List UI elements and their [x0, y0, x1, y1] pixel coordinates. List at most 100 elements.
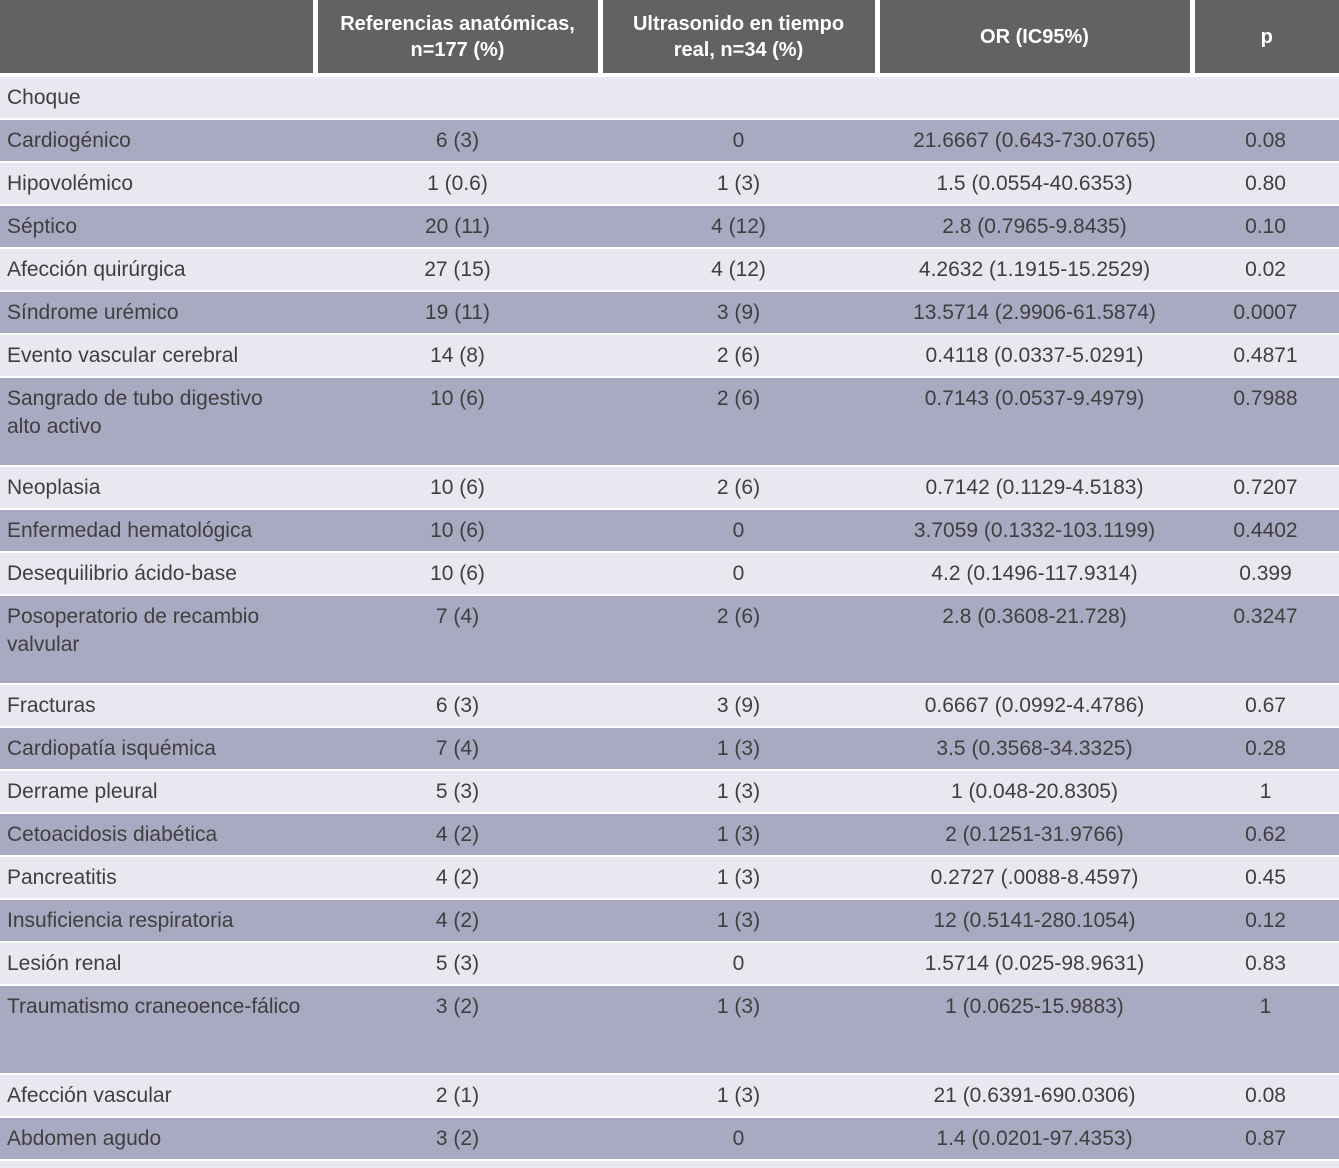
or-ic95-value: 1 (0.0625-15.9883)	[877, 985, 1192, 1075]
row-label: Posoperatorio de recambio valvular	[0, 595, 315, 685]
referencias-value: 3 (2)	[315, 1117, 600, 1161]
or-ic95-value: 2.8 (0.3608-21.728)	[877, 595, 1192, 685]
table-row: Neoplasia 10 (6) 2 (6) 0.7142 (0.1129-4.518…	[0, 466, 1339, 510]
or-ic95-value: 1.4 (0.0201-97.4353)	[877, 1117, 1192, 1161]
or-ic95-value: 2.8 (0.7965-9.8435)	[877, 205, 1192, 249]
p-value: 0.02	[1192, 248, 1339, 292]
p-value: 0.7207	[1192, 466, 1339, 510]
row-label: Desequilibrio ácido-base	[0, 552, 315, 596]
table-row: Lesión renal 5 (3) 0 1.5714 (0.025-98.9631)…	[0, 942, 1339, 986]
ultrasonido-value: 2 (6)	[600, 334, 877, 378]
referencias-value: 19 (11)	[315, 291, 600, 335]
table-row: Afección vascular 2 (1) 1 (3) 21 (0.6391-69…	[0, 1074, 1339, 1118]
or-ic95-value: 1.5 (0.0554-40.6353)	[877, 162, 1192, 206]
or-ic95-value: 1.5714 (0.025-98.9631)	[877, 942, 1192, 986]
table-row: Cetoacidosis diabética 4 (2) 1 (3) 2 (0.125…	[0, 813, 1339, 857]
table-row: Cardiogénico 6 (3) 0 21.6667 (0.643-730.076…	[0, 119, 1339, 163]
table-row: Cardiopatía isquémica 7 (4) 1 (3) 3.5 (0.35…	[0, 727, 1339, 771]
table-body: Choque Cardiogénico 6 (3) 0 21.6667 (0.643-7…	[0, 75, 1339, 1168]
p-value: 0.83	[1192, 942, 1339, 986]
header-empty-cell	[0, 0, 315, 77]
table-row: Afección quirúrgica 27 (15) 4 (12) 4.2632 (…	[0, 248, 1339, 292]
ultrasonido-value: 4 (12)	[600, 205, 877, 249]
referencias-value: 4 (2)	[315, 856, 600, 900]
p-value: 0.0007	[1192, 291, 1339, 335]
or-ic95-value: 4.2 (0.1496-117.9314)	[877, 552, 1192, 596]
ultrasonido-value: 1 (3)	[600, 985, 877, 1075]
referencias-value: 5 (3)	[315, 942, 600, 986]
p-value: 1	[1192, 770, 1339, 814]
table-row: Insuficiencia respiratoria 4 (2) 1 (3) 12 (…	[0, 899, 1339, 943]
referencias-value: 10 (6)	[315, 466, 600, 510]
ultrasonido-value: 0	[600, 509, 877, 553]
ultrasonido-value: 0	[600, 552, 877, 596]
table-row: Síndrome urémico 19 (11) 3 (9) 13.5714 (2.9…	[0, 291, 1339, 335]
referencias-value: 10 (6)	[315, 552, 600, 596]
ultrasonido-value: 3 (9)	[600, 291, 877, 335]
table-row: Desequilibrio ácido-base 10 (6) 0 4.2 (0.14…	[0, 552, 1339, 596]
ultrasonido-value: 2 (6)	[600, 466, 877, 510]
referencias-value: 10 (6)	[315, 509, 600, 553]
p-value: 0.87	[1192, 1117, 1339, 1161]
ultrasonido-value: 2 (6)	[600, 595, 877, 685]
section-label: Choque	[0, 75, 1339, 120]
row-label: Síndrome urémico	[0, 291, 315, 335]
table-row: Fracturas 6 (3) 3 (9) 0.6667 (0.0992-4.4786…	[0, 684, 1339, 728]
referencias-value: 14 (8)	[315, 334, 600, 378]
or-ic95-value: 21 (0.6391-690.0306)	[877, 1074, 1192, 1118]
row-label: Sangrado de tubo digestivo alto activo	[0, 377, 315, 467]
or-ic95-value: 12 (0.5141-280.1054)	[877, 899, 1192, 943]
or-ic95-value: 1 (0.048-20.8305)	[877, 770, 1192, 814]
p-value: 1	[1192, 985, 1339, 1075]
p-value: 0.3247	[1192, 595, 1339, 685]
referencias-value: 6 (3)	[315, 119, 600, 163]
table-row: Séptico 20 (11) 4 (12) 2.8 (0.7965-9.8435) 0…	[0, 205, 1339, 249]
table-row: Evento vascular cerebral 14 (8) 2 (6) 0.411…	[0, 334, 1339, 378]
ultrasonido-value: 2 (6)	[600, 377, 877, 467]
header-ultrasonido-tiempo-real: Ultrasonido en tiempo real, n=34 (%)	[597, 0, 877, 77]
p-value: 0.4402	[1192, 509, 1339, 553]
referencias-value: 4 (2)	[315, 813, 600, 857]
p-value: 0.80	[1192, 162, 1339, 206]
header-p-value: p	[1189, 0, 1339, 77]
ultrasonido-value: 1 (3)	[600, 813, 877, 857]
row-label: Neoplasia	[0, 466, 315, 510]
row-label: Evento vascular cerebral	[0, 334, 315, 378]
or-ic95-value: 0.4118 (0.0337-5.0291)	[877, 334, 1192, 378]
referencias-value: 1 (0.6)	[315, 162, 600, 206]
ultrasonido-value: 0	[600, 1117, 877, 1161]
row-label: Traumatismo craneoence-fálico	[0, 985, 315, 1075]
p-value: 0.08	[1192, 1074, 1339, 1118]
table-row: Enfermedad hematológica 10 (6) 0 3.7059 (0.…	[0, 509, 1339, 553]
ultrasonido-value: 3 (9)	[600, 684, 877, 728]
row-label: Cardiogénico	[0, 119, 315, 163]
row-label: Cetoacidosis diabética	[0, 813, 315, 857]
or-ic95-value: 21.6667 (0.643-730.0765)	[877, 119, 1192, 163]
p-value: 0.4871	[1192, 334, 1339, 378]
row-label: Séptico	[0, 205, 315, 249]
table-row: Hipovolémico 1 (0.6) 1 (3) 1.5 (0.0554-40.6…	[0, 162, 1339, 206]
or-ic95-value: 13.5714 (2.9906-61.5874)	[877, 291, 1192, 335]
ultrasonido-value: 0	[600, 942, 877, 986]
table-row: Posoperatorio de recambio valvular 7 (4) 2…	[0, 595, 1339, 685]
or-ic95-value: 0.7143 (0.0537-9.4979)	[877, 377, 1192, 467]
p-value: 0.67	[1192, 684, 1339, 728]
row-label: Derrame pleural	[0, 770, 315, 814]
ultrasonido-value: 4 (12)	[600, 248, 877, 292]
p-value: 0.10	[1192, 205, 1339, 249]
or-ic95-value: 2 (0.1251-31.9766)	[877, 813, 1192, 857]
table-row: Traumatismo craneoence-fálico 3 (2) 1 (3) 1…	[0, 985, 1339, 1075]
referencias-value: 7 (4)	[315, 727, 600, 771]
p-value: 0.08	[1192, 119, 1339, 163]
p-value: 0.12	[1192, 899, 1339, 943]
referencias-value: 10 (6)	[315, 377, 600, 467]
or-ic95-value: 3.7059 (0.1332-103.1199)	[877, 509, 1192, 553]
ultrasonido-value: 1 (3)	[600, 899, 877, 943]
referencias-value: 5 (3)	[315, 770, 600, 814]
ultrasonido-value: 0	[600, 119, 877, 163]
p-value: 0.45	[1192, 856, 1339, 900]
referencias-value: 6 (3)	[315, 684, 600, 728]
row-label: Afección quirúrgica	[0, 248, 315, 292]
ultrasonido-value: 1 (3)	[600, 162, 877, 206]
